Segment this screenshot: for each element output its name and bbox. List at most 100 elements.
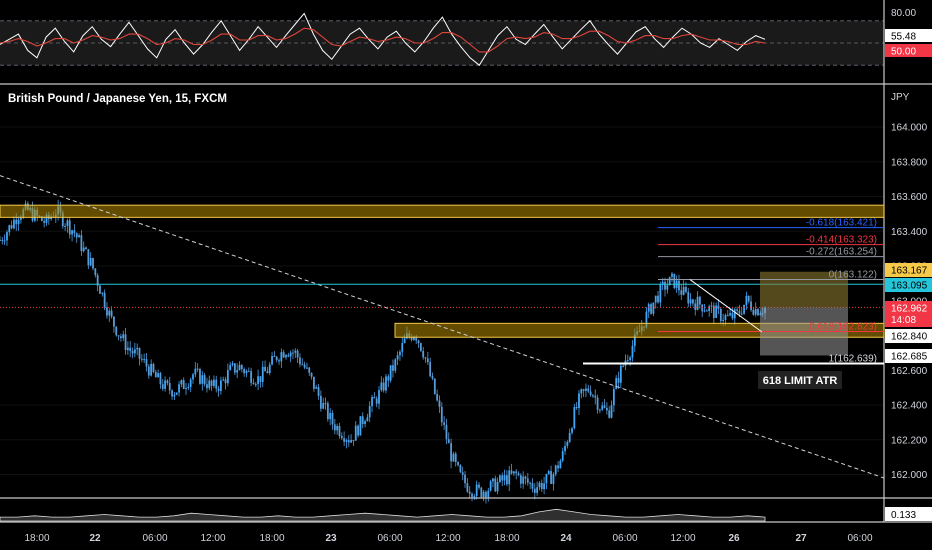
candle-body xyxy=(615,378,618,390)
candle-body xyxy=(554,465,557,475)
candle-body xyxy=(336,426,339,431)
price-tag-countdown: 14:08 xyxy=(891,315,916,326)
time-tick-label-11: 12:00 xyxy=(670,533,695,544)
candle-body xyxy=(364,421,366,424)
osc-tag-slow-bg xyxy=(885,44,932,57)
candle-body xyxy=(417,340,420,344)
candle-body xyxy=(724,315,727,320)
candle-body xyxy=(617,378,620,383)
candle-body xyxy=(494,478,497,492)
candle-body xyxy=(285,355,287,358)
candle-body xyxy=(461,472,464,475)
candle-body xyxy=(322,403,325,409)
candle-body xyxy=(389,365,392,381)
annotation-618-limit-atr[interactable]: 618 LIMIT ATR xyxy=(758,371,842,389)
candle-body xyxy=(222,379,225,381)
candle-body xyxy=(192,374,194,380)
candle-body xyxy=(678,280,680,291)
indicator-tag: 0.133 xyxy=(891,510,916,521)
candle-body xyxy=(664,281,666,290)
oscillator-axis-label-80: 80.00 xyxy=(891,8,916,19)
trendline[interactable] xyxy=(0,175,885,479)
time-axis[interactable]: 18:00 22 06:00 12:00 18:00 23 06:00 12:00 18:00 2… xyxy=(24,533,872,544)
candle-body xyxy=(6,232,8,241)
indicator-panel[interactable] xyxy=(0,508,766,522)
candle-body xyxy=(126,347,129,351)
candle-body xyxy=(650,304,652,314)
candle-body xyxy=(450,443,452,462)
position-target-box[interactable] xyxy=(760,271,848,308)
candle-body xyxy=(566,441,569,446)
candle-body xyxy=(524,476,527,479)
candle-body xyxy=(357,425,359,436)
candle-body xyxy=(131,350,134,354)
candle-body xyxy=(0,239,1,241)
candle-body xyxy=(496,482,499,492)
candle-body xyxy=(659,284,662,303)
candle-body xyxy=(345,440,348,442)
candle-body xyxy=(447,439,450,444)
candle-body xyxy=(482,491,485,497)
price-tag-4: 162.685 xyxy=(891,352,928,363)
candle-body xyxy=(350,440,353,443)
candle-body xyxy=(257,376,260,385)
time-tick-label-9: 24 xyxy=(560,533,572,544)
candle-body xyxy=(75,233,78,238)
candle-body xyxy=(696,296,699,310)
candle-body xyxy=(306,367,308,369)
candle-body xyxy=(157,373,160,378)
candle-body xyxy=(403,338,406,344)
time-tick-label-5: 23 xyxy=(325,533,337,544)
candle-body xyxy=(173,394,176,397)
candle-body xyxy=(499,475,501,483)
drawing-overlays: -0.618(163.421) -0.414(163.323)-0.272(163… xyxy=(0,175,885,479)
candle-body xyxy=(540,482,543,490)
candle-body xyxy=(373,397,376,399)
candle-body xyxy=(471,493,473,497)
candle-body xyxy=(708,306,711,312)
time-tick-label-14: 06:00 xyxy=(847,533,872,544)
price-tick-label-2: 163.600 xyxy=(891,192,928,203)
oscillator-panel[interactable] xyxy=(0,12,884,66)
candle-body xyxy=(203,375,206,385)
candle-body xyxy=(701,304,704,312)
candle-body xyxy=(612,389,615,406)
candle-body xyxy=(333,424,336,431)
candle-body xyxy=(301,364,304,366)
zone-upper[interactable] xyxy=(0,204,885,218)
price-tag-2: 162.962 xyxy=(891,304,928,315)
fib-anchor-line xyxy=(689,279,763,333)
candle-body xyxy=(512,471,515,474)
price-tag-1: 163.095 xyxy=(891,281,928,292)
time-tick-label-3: 12:00 xyxy=(200,533,225,544)
candle-body xyxy=(692,299,694,304)
candle-body xyxy=(85,247,87,250)
candle-body xyxy=(254,384,257,386)
time-tick-label-8: 18:00 xyxy=(494,533,519,544)
candle-body xyxy=(382,382,385,391)
candle-body xyxy=(557,465,559,469)
candle-body xyxy=(196,368,199,370)
candle-body xyxy=(219,380,222,392)
candle-body xyxy=(240,365,243,370)
candle-body xyxy=(536,487,539,493)
time-tick-label-10: 06:00 xyxy=(612,533,637,544)
candle-body xyxy=(645,311,648,328)
candle-body xyxy=(303,364,306,368)
candle-body xyxy=(698,296,701,305)
candle-body xyxy=(515,471,518,474)
oscillator-series-1 xyxy=(0,27,766,53)
candle-body xyxy=(354,425,357,441)
candle-body xyxy=(154,371,157,378)
candle-body xyxy=(387,376,390,381)
candle-body xyxy=(601,405,604,410)
candle-body xyxy=(436,394,439,401)
price-tick-label-1: 163.800 xyxy=(891,157,928,168)
fib-level-label-1: -0.414(163.323) xyxy=(806,235,877,246)
candle-body xyxy=(40,216,43,221)
candle-body xyxy=(238,365,241,371)
candle-body xyxy=(120,336,122,339)
time-tick-label-0: 18:00 xyxy=(24,533,49,544)
